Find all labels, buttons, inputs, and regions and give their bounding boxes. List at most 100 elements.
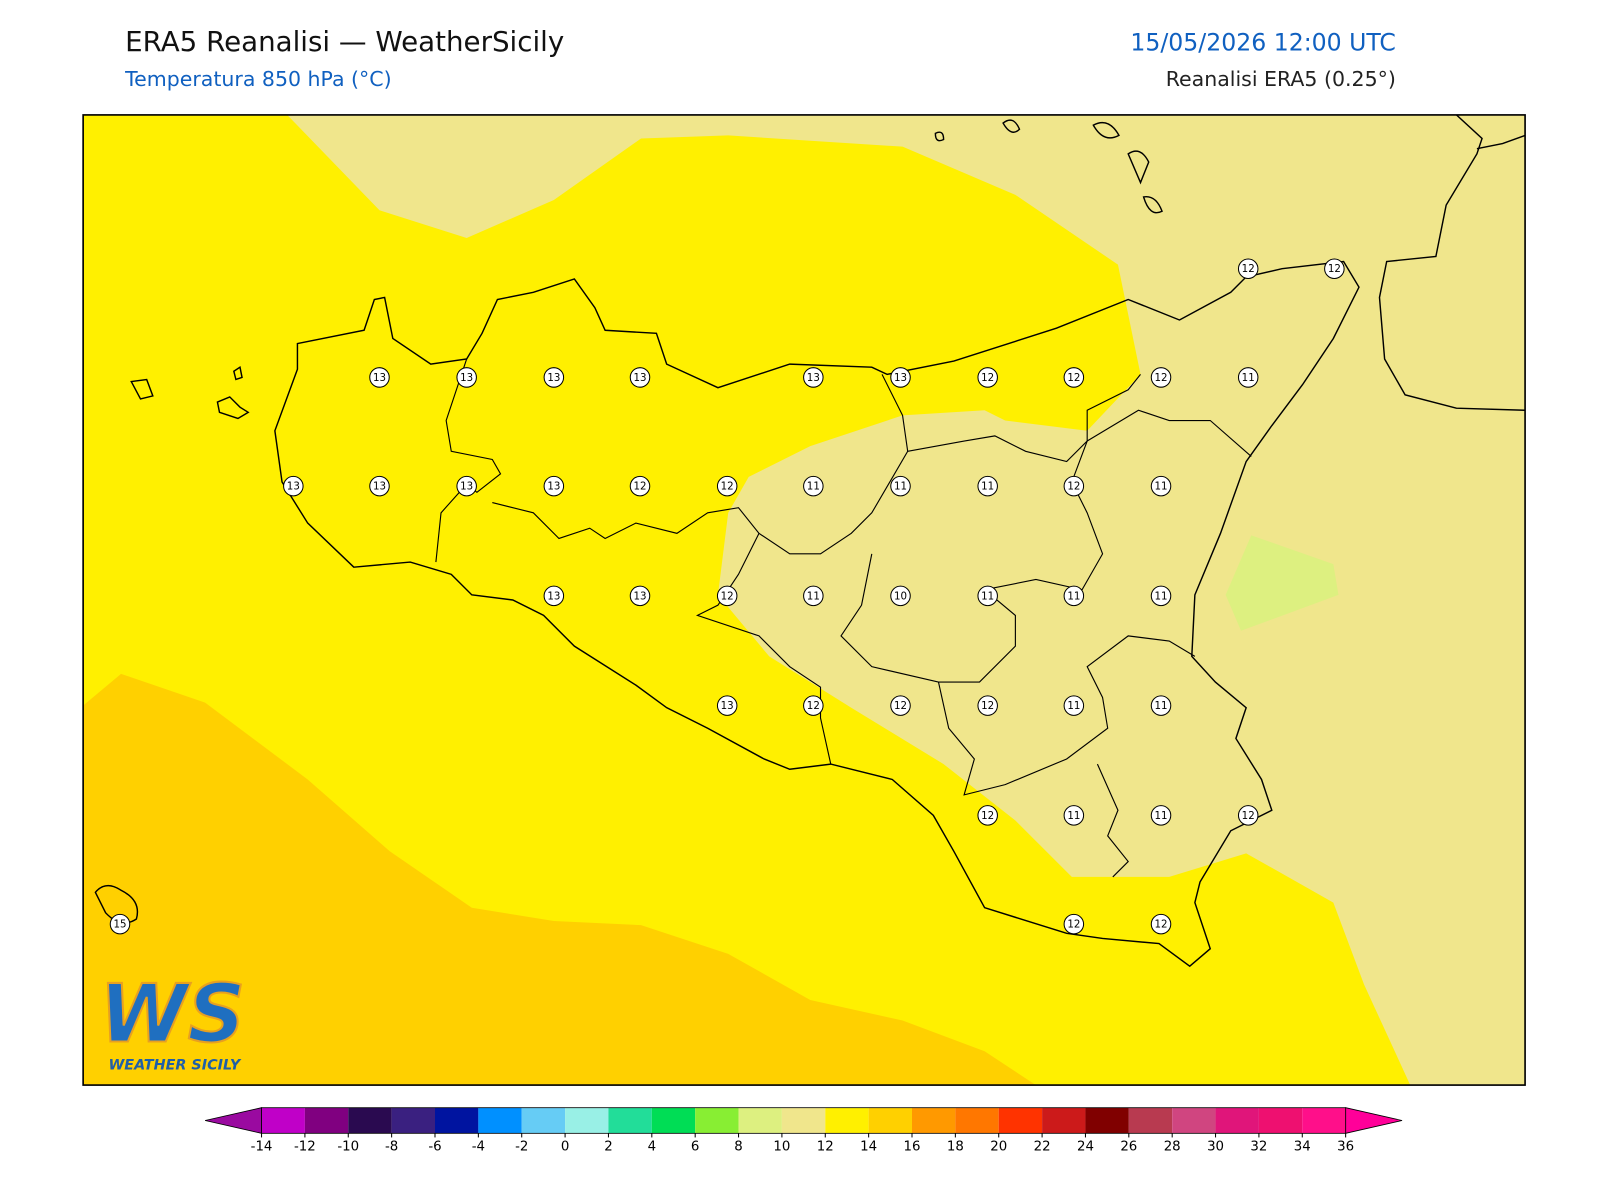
source: Reanalisi ERA5 (0.25°) (1166, 67, 1396, 91)
station-value: 11 (981, 590, 994, 602)
colorbar-segment (608, 1107, 652, 1134)
station-marker (629, 585, 651, 607)
station-value: 13 (547, 372, 560, 384)
colorbar-segment (521, 1107, 566, 1134)
colorbar-tick-label: 24 (1077, 1140, 1094, 1155)
station-value: 11 (1242, 372, 1255, 384)
subtitle: Temperatura 850 hPa (°C) (124, 67, 392, 91)
station-value: 15 (113, 919, 126, 931)
colorbar-tick-label: 32 (1250, 1140, 1267, 1155)
station-marker (1063, 475, 1085, 497)
station-marker (977, 695, 998, 716)
station-value: 12 (1155, 372, 1168, 384)
colorbar-segment (434, 1107, 479, 1134)
colorbar-tick-label: 26 (1120, 1140, 1137, 1155)
station-value: 11 (1067, 590, 1080, 602)
station-marker (1150, 585, 1172, 607)
colorbar-tick-label: 0 (561, 1140, 569, 1155)
station-value: 12 (894, 700, 907, 712)
station-marker (1150, 695, 1172, 716)
station-marker (629, 475, 651, 497)
station-value: 13 (721, 700, 734, 712)
station-value: 12 (721, 590, 734, 602)
colorbar-segment (868, 1107, 912, 1134)
station-marker (890, 367, 911, 388)
colorbar-segment (825, 1107, 869, 1134)
station-marker (369, 475, 390, 497)
station-value: 12 (1328, 263, 1341, 275)
colorbar-tick-label: -10 (337, 1140, 359, 1155)
colorbar-tick-label: -2 (515, 1140, 528, 1155)
station-value: 10 (894, 590, 907, 602)
colorbar-tick-label: 28 (1164, 1140, 1181, 1155)
colorbar-segment (565, 1107, 609, 1134)
station-marker (977, 475, 998, 497)
colorbar-tick-label: 12 (817, 1140, 834, 1155)
station-marker (1063, 695, 1085, 716)
station-value: 11 (1155, 590, 1168, 602)
station-marker (803, 367, 824, 388)
station-value: 11 (1067, 700, 1080, 712)
colorbar-tick-label: -6 (428, 1140, 441, 1155)
logo-name: WEATHER SICILY (108, 1058, 241, 1074)
sicily-coast (274, 260, 1360, 968)
colorbar-tick-label: -8 (385, 1140, 398, 1155)
colorbar-segment (955, 1107, 999, 1134)
station-marker (629, 367, 651, 388)
station-marker (890, 695, 911, 716)
station-value: 11 (1155, 481, 1168, 493)
colorbar-tick-label: 6 (691, 1140, 699, 1155)
colorbar-tick-label: 34 (1294, 1140, 1311, 1155)
station-marker (1237, 805, 1259, 826)
province-borders (435, 358, 1252, 878)
station-value: 13 (373, 481, 386, 493)
station-marker (716, 695, 738, 716)
station-value: 13 (807, 372, 820, 384)
station-value: 11 (1067, 810, 1080, 822)
colorbar-segment (651, 1107, 696, 1134)
colorbar-segment (304, 1107, 349, 1134)
station-value: 12 (981, 810, 994, 822)
colorbar-segment (478, 1107, 522, 1134)
station-marker (1237, 367, 1259, 388)
station-value: 13 (287, 481, 300, 493)
station-value: 11 (1155, 700, 1168, 712)
colorbar-segment (391, 1107, 435, 1134)
station-value: 12 (981, 372, 994, 384)
station-value: 12 (633, 481, 646, 493)
station-marker (1150, 805, 1172, 826)
station-marker (803, 695, 824, 716)
colorbar-segment (348, 1107, 392, 1134)
station-marker (1150, 475, 1172, 497)
station-marker (1237, 258, 1259, 279)
colorbar-tick-label: 18 (947, 1140, 964, 1155)
colorbar-segment (1258, 1107, 1303, 1134)
station-labels: 12 12 13 13 13 13 13 13 12 12 12 11 13 13 13 13 12 12 11 11… (109, 258, 1345, 935)
colorbar: -14 -12 -10 -8 -6 -4 -2 0 2 4 6 8 10 12 14 16 18 20 22 24 26… (205, 1107, 1403, 1155)
station-value: 12 (1242, 263, 1255, 275)
station-marker (456, 367, 477, 388)
field-8-10 (1225, 535, 1339, 631)
station-marker (1150, 913, 1172, 935)
colorbar-segment (1302, 1107, 1346, 1134)
station-value: 11 (807, 481, 820, 493)
station-marker (1150, 367, 1172, 388)
station-marker (109, 913, 131, 935)
colorbar-tick-label: -4 (472, 1140, 485, 1155)
station-value: 13 (547, 590, 560, 602)
station-value: 13 (373, 372, 386, 384)
station-value: 12 (721, 481, 734, 493)
colorbar-segment (998, 1107, 1043, 1134)
station-value: 13 (894, 372, 907, 384)
station-value: 12 (1067, 481, 1080, 493)
title: ERA5 Reanalisi — WeatherSicily (125, 25, 564, 58)
colorbar-segment (1085, 1107, 1129, 1134)
station-marker (1063, 585, 1085, 607)
station-value: 11 (807, 590, 820, 602)
colorbar-segment (738, 1107, 782, 1134)
station-value: 13 (460, 481, 473, 493)
station-marker (890, 585, 911, 607)
calabria-coast (1476, 134, 1526, 150)
colorbar-segment (912, 1107, 956, 1134)
